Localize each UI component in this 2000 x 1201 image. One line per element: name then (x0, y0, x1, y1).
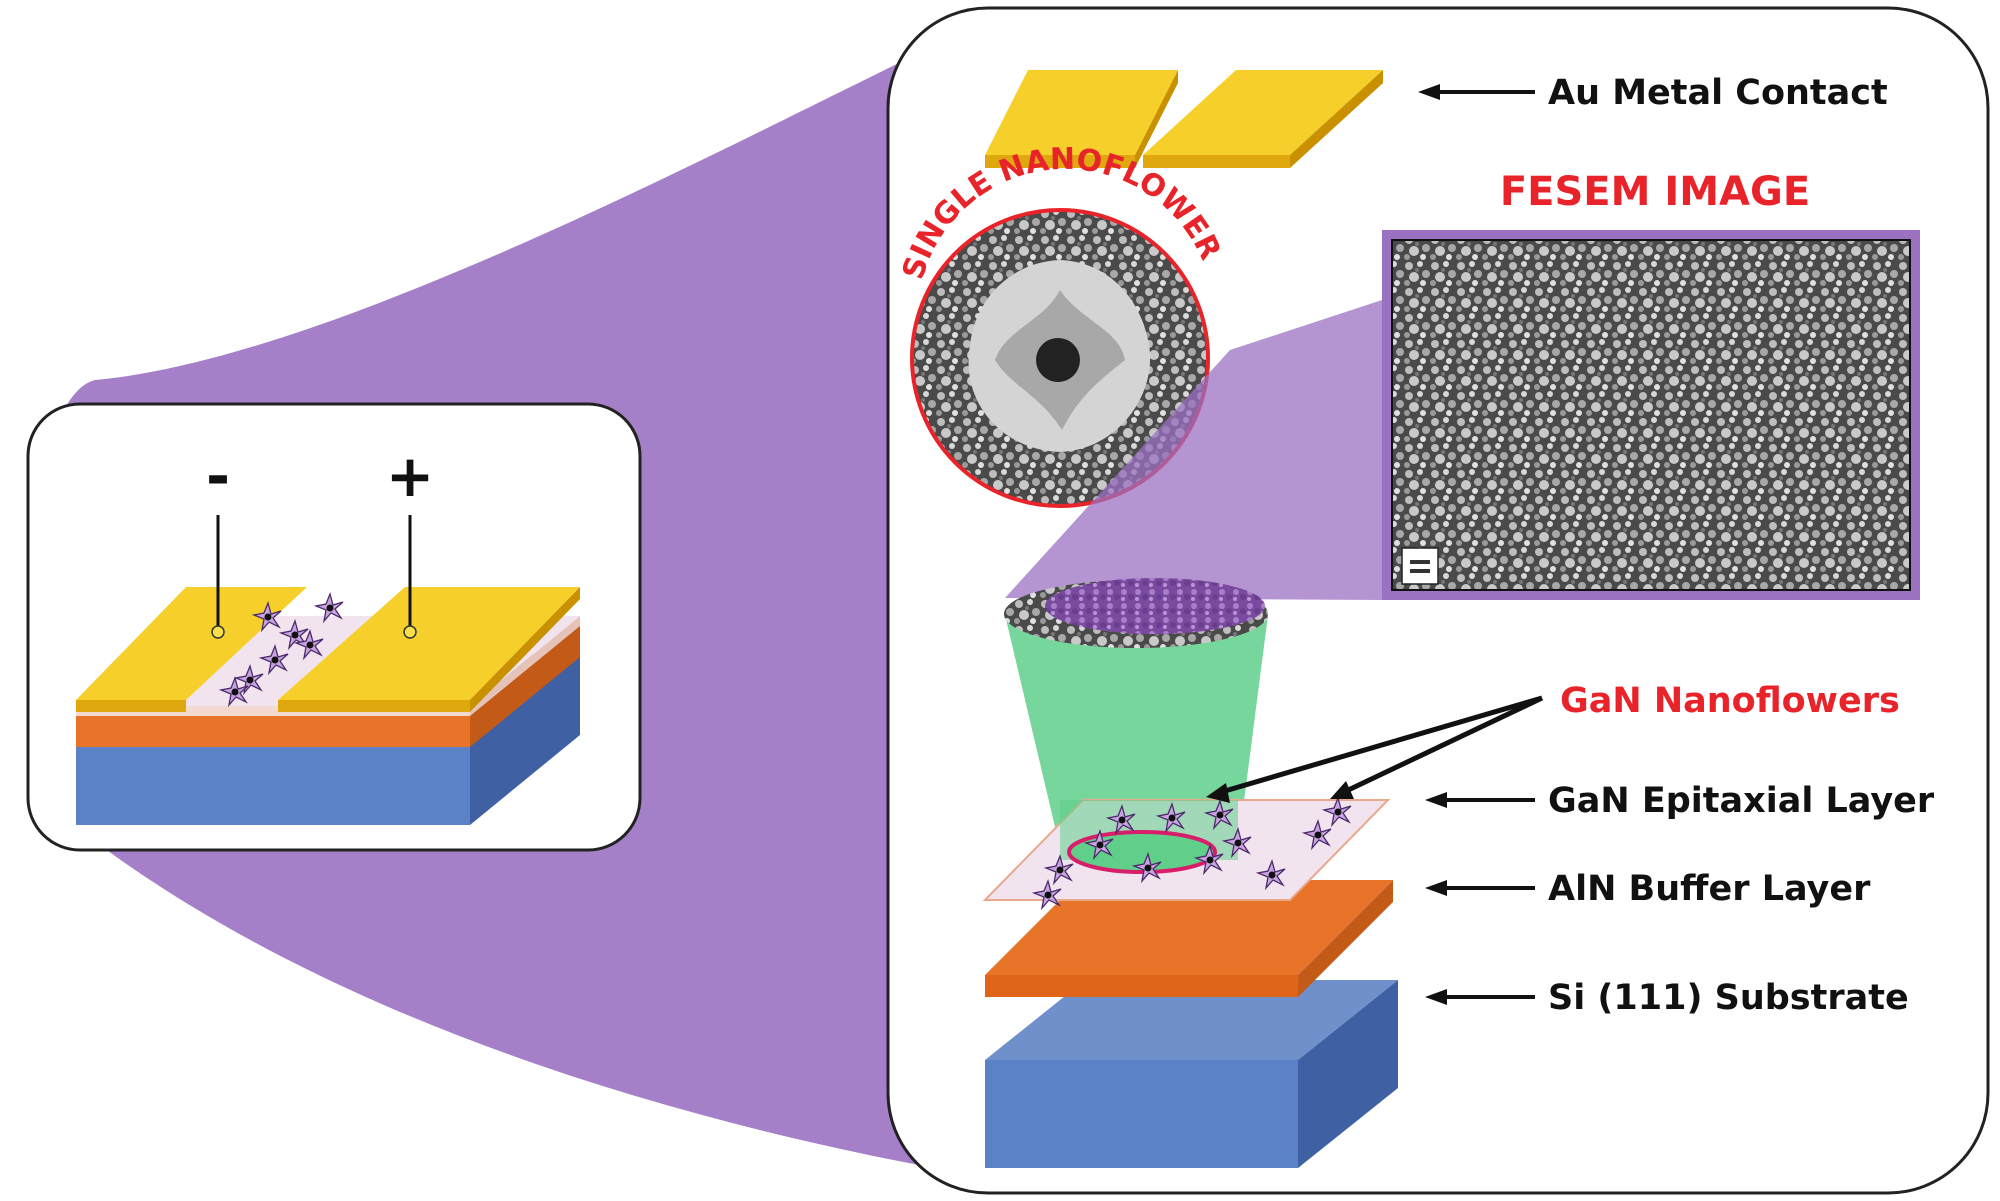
fesem-title: FESEM IMAGE (1500, 169, 1810, 215)
gan-epitaxial-label: GaN Epitaxial Layer (1548, 781, 1935, 821)
label-arrows (1418, 84, 1535, 1005)
device-3d (76, 515, 580, 825)
minus-sign: - (206, 442, 230, 510)
gan-nanoflowers-label: GaN Nanoflowers (1560, 681, 1900, 721)
single-nanoflower-inset (910, 208, 1210, 508)
green-cone (1004, 578, 1268, 848)
nanoflower-pointers (1206, 695, 1544, 803)
au-metal-contacts (985, 70, 1383, 168)
plus-sign: + (386, 442, 435, 510)
aln-buffer-label: AlN Buffer Layer (1548, 869, 1871, 909)
fesem-image (1382, 230, 1920, 600)
si-substrate-label: Si (111) Substrate (1548, 978, 1909, 1018)
fesem-beam (1005, 300, 1382, 600)
au-contact-label: Au Metal Contact (1548, 73, 1888, 113)
